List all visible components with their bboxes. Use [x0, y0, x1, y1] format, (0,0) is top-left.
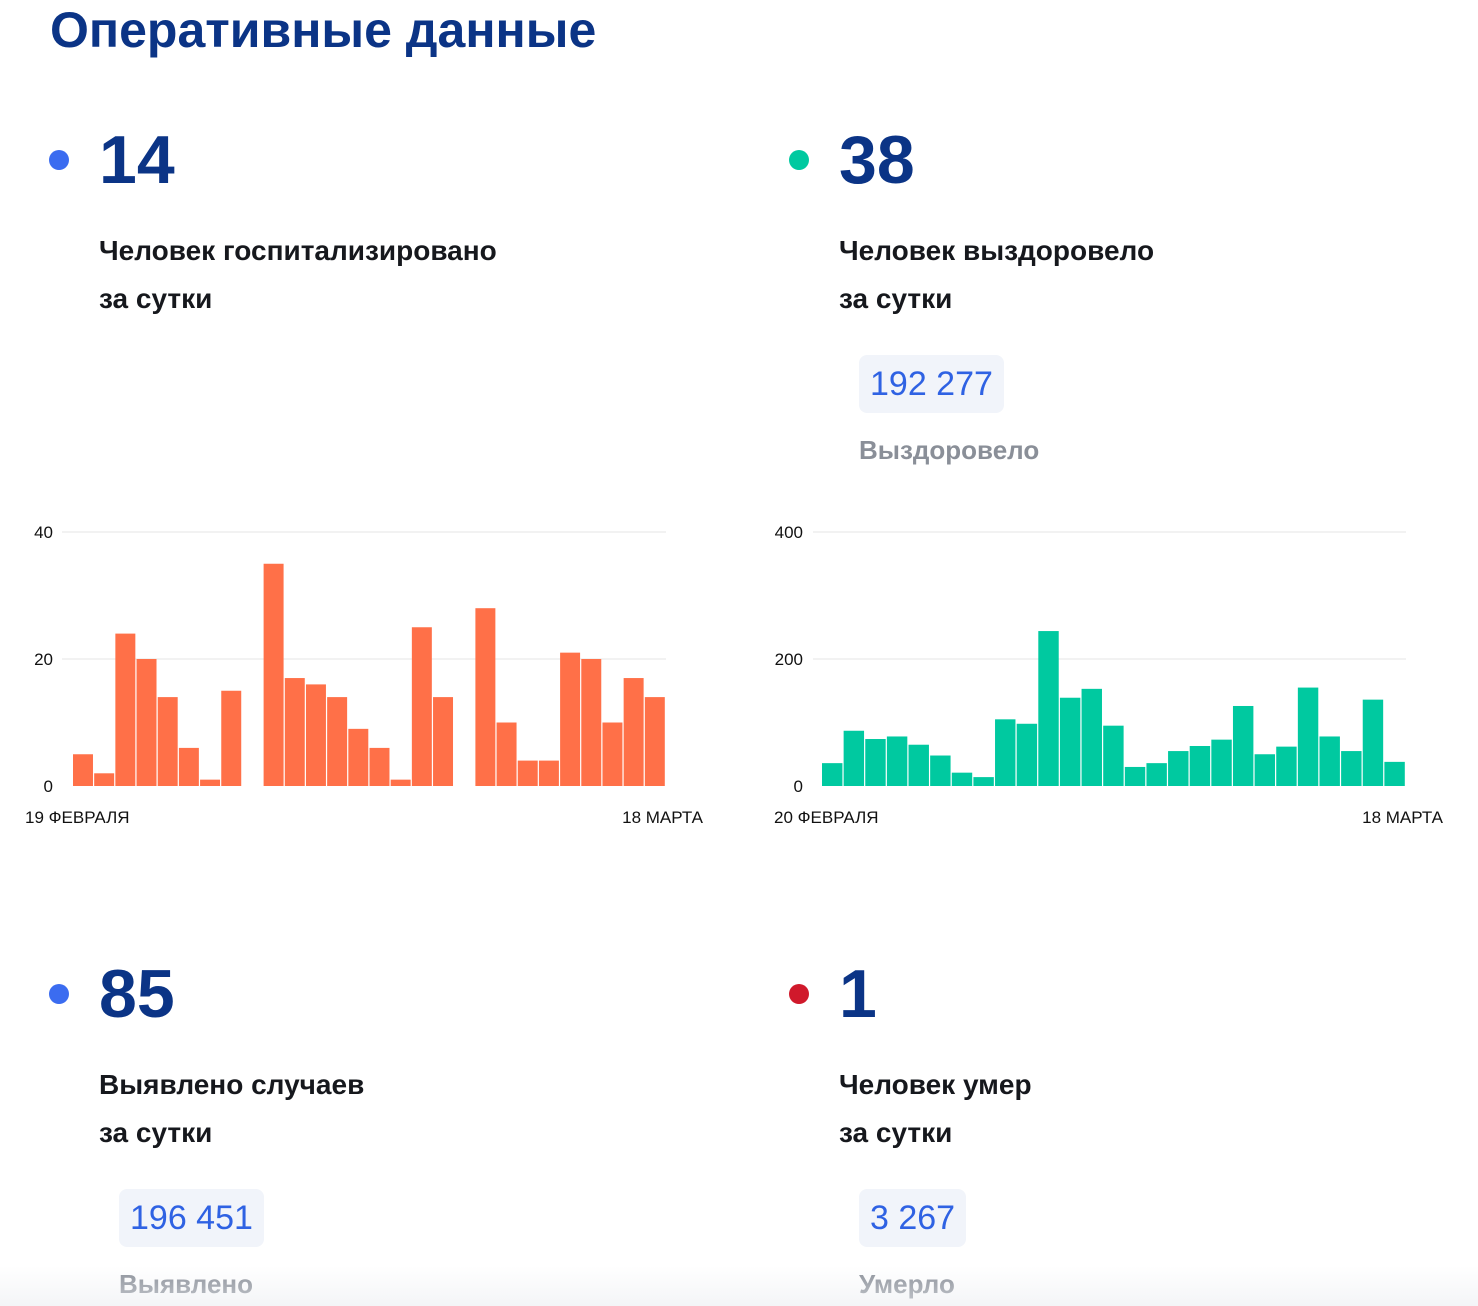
deaths-total-badge: 3 267	[859, 1189, 967, 1247]
hospitalized-value: 14	[99, 122, 175, 198]
recovered-value: 38	[839, 122, 915, 198]
bar	[369, 747, 390, 786]
page-title: Оперативные данные	[50, 2, 597, 58]
bar	[94, 773, 115, 786]
y-tick-label: 40	[34, 523, 53, 542]
deaths-total-label: Умерло	[859, 1269, 955, 1299]
y-tick-label: 400	[775, 523, 803, 542]
bar	[1276, 746, 1297, 786]
bar	[115, 633, 136, 786]
y-tick-label: 20	[34, 650, 53, 669]
deaths-desc-line1: Человек умер	[839, 1069, 1032, 1100]
y-tick-label: 0	[44, 777, 53, 796]
recovered-desc-line1: Человек выздоровело	[839, 235, 1155, 266]
bar	[73, 754, 93, 786]
bar	[517, 760, 538, 786]
bar	[1168, 751, 1189, 786]
bar	[865, 739, 886, 786]
hospitalized-desc-line1: Человек госпитализировано	[99, 235, 497, 266]
y-tick-label: 0	[794, 777, 803, 796]
bar	[1232, 705, 1254, 786]
bar	[1016, 723, 1038, 786]
bar	[995, 719, 1016, 786]
bar	[1124, 766, 1146, 786]
bar	[221, 690, 242, 786]
bar	[390, 779, 411, 786]
blue-dot-icon	[49, 984, 69, 1004]
bar	[305, 684, 326, 786]
cases-total-label: Выявлено	[119, 1269, 254, 1299]
chart-bars	[822, 631, 1405, 786]
cases-desc-line2: за сутки	[99, 1117, 213, 1148]
bar	[327, 697, 348, 786]
bar	[1103, 725, 1124, 786]
bar	[496, 722, 517, 786]
deaths-desc-line2: за сутки	[839, 1117, 953, 1148]
bar	[178, 747, 199, 786]
deaths-value: 1	[839, 956, 877, 1032]
bar	[1189, 745, 1211, 786]
chart-bars	[73, 563, 665, 786]
bar	[623, 678, 644, 786]
bar	[560, 652, 581, 786]
bar	[1319, 736, 1340, 786]
blue-dot-icon	[49, 150, 69, 170]
hospitalized-desc-line2: за сутки	[99, 283, 213, 314]
bar	[1384, 761, 1405, 786]
bar	[1341, 751, 1362, 786]
bar	[951, 772, 973, 786]
red-dot-icon	[789, 984, 809, 1004]
x-start-label: 19 ФЕВРАЛЯ	[25, 808, 130, 827]
bar	[602, 722, 623, 786]
green-dot-icon	[789, 150, 809, 170]
bar	[136, 659, 157, 786]
bar	[538, 760, 559, 786]
bar	[411, 627, 432, 786]
recovered-total-badge: 192 277	[859, 355, 1004, 413]
cases-desc-line1: Выявлено случаев	[99, 1069, 365, 1100]
bar	[1254, 754, 1276, 786]
hospitalized-bar-chart: 0 20 40 19 ФЕВРАЛЯ 18 МАРТА	[25, 523, 704, 827]
bar	[973, 777, 994, 786]
bar	[581, 659, 602, 786]
bar	[886, 736, 908, 786]
bar	[433, 697, 454, 786]
bar	[1297, 687, 1319, 786]
bar	[908, 744, 929, 786]
bar	[1146, 763, 1167, 786]
bar	[348, 728, 369, 786]
recovered-desc-line2: за сутки	[839, 283, 953, 314]
chart-labels: 0 20 40 19 ФЕВРАЛЯ 18 МАРТА	[25, 523, 704, 827]
bar	[930, 755, 951, 786]
bar	[644, 697, 665, 786]
chart-labels: 0 200 400 20 ФЕВРАЛЯ 18 МАРТА	[774, 523, 1444, 827]
bar	[200, 779, 221, 786]
x-start-label: 20 ФЕВРАЛЯ	[774, 808, 879, 827]
bar	[1211, 739, 1232, 786]
y-tick-label: 200	[775, 650, 803, 669]
bar	[263, 563, 284, 786]
bar	[1038, 631, 1059, 786]
chart-gridlines	[813, 531, 1406, 660]
x-end-label: 18 МАРТА	[622, 808, 704, 827]
bar	[822, 763, 843, 786]
bar	[1059, 697, 1081, 786]
bar	[1081, 688, 1102, 786]
cases-value: 85	[99, 956, 175, 1032]
cases-total-badge: 196 451	[119, 1189, 264, 1247]
bar	[475, 608, 496, 786]
bar	[284, 678, 305, 786]
recovered-total-label: Выздоровело	[859, 435, 1040, 465]
bar	[843, 730, 865, 786]
bar	[157, 697, 178, 786]
recovered-bar-chart: 0 200 400 20 ФЕВРАЛЯ 18 МАРТА	[774, 523, 1444, 827]
bar	[1362, 699, 1384, 786]
x-end-label: 18 МАРТА	[1362, 808, 1444, 827]
